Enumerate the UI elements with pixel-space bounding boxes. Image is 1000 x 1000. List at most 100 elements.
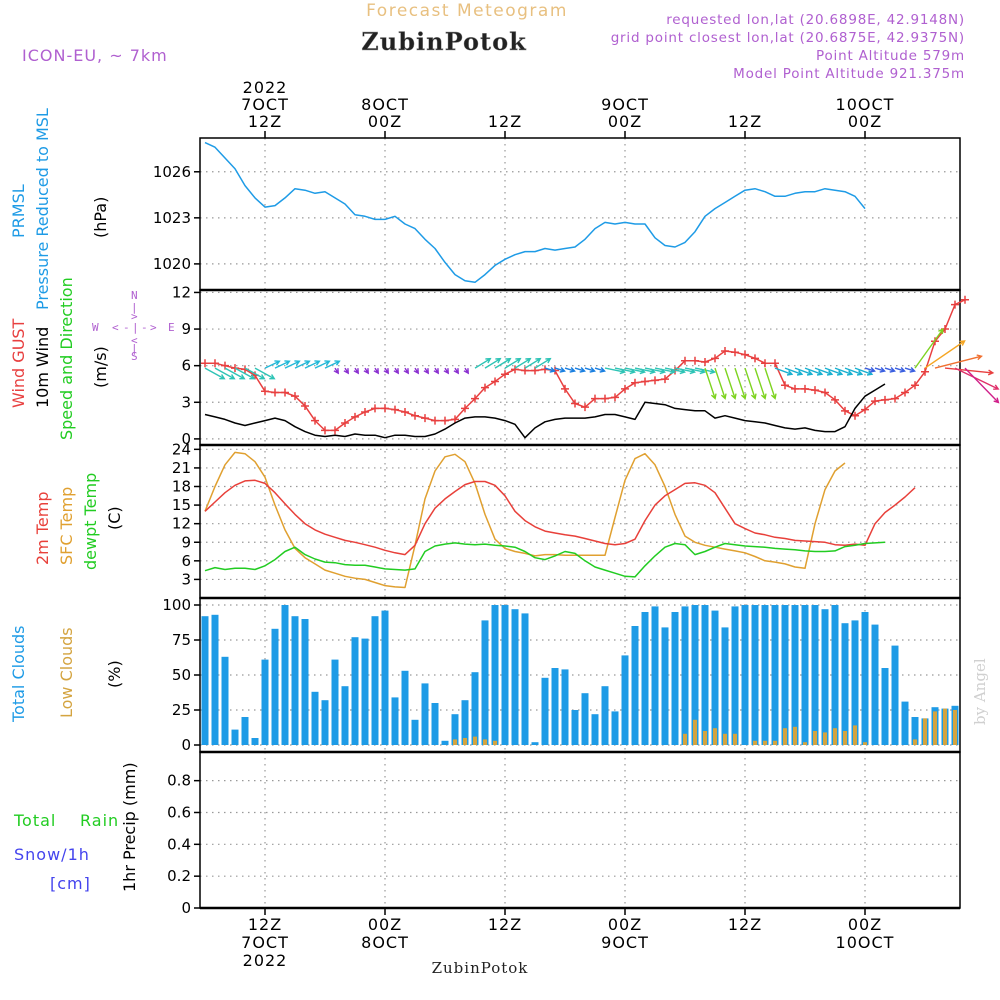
gust-marker — [481, 383, 489, 392]
time-label-bottom: 12Z — [728, 915, 762, 934]
gust-marker — [831, 395, 839, 404]
wind-arrow — [834, 367, 854, 376]
low-cloud-bar — [773, 740, 777, 745]
wind-arrow — [874, 367, 886, 373]
wind-arrow — [574, 367, 586, 373]
low-cloud-bar — [843, 731, 847, 745]
wind-arrow — [383, 367, 389, 375]
wind-arrow — [924, 340, 966, 369]
time-label-top: 10OCT — [836, 95, 895, 114]
total-cloud-bar — [441, 740, 449, 745]
wind-arrow — [463, 367, 469, 375]
wind-arrow — [554, 367, 566, 373]
gust-marker — [701, 358, 709, 367]
gust-label: Wind GUST — [9, 318, 28, 408]
model-name: ICON-EU, ~ 7km — [22, 46, 168, 65]
wind-labels: Wind GUST 10m Wind Speed and Direction (… — [9, 277, 110, 440]
wind-arrow — [824, 367, 844, 376]
gust-marker — [431, 416, 439, 425]
time-label-bottom: 7OCT — [241, 933, 289, 952]
gust-marker — [951, 300, 959, 309]
gust-marker — [601, 394, 609, 403]
wind-arrow — [284, 360, 301, 369]
total-cloud-bar — [811, 605, 819, 745]
y-tick-label: 1023 — [153, 209, 191, 227]
gust-marker — [301, 401, 309, 410]
wind-arrow — [333, 367, 339, 375]
total-cloud-bar — [871, 624, 879, 745]
wind-arrow — [423, 367, 429, 375]
gust-marker — [781, 381, 789, 390]
wind-arrow — [224, 367, 246, 380]
y-tick-label: 6 — [181, 357, 191, 375]
point-altitude: Point Altitude 579m — [816, 48, 965, 64]
wind-arrow — [954, 367, 1000, 390]
total-cloud-bar — [481, 620, 489, 745]
y-tick-label: 0 — [181, 430, 191, 448]
y-tick-label: 9 — [181, 320, 191, 338]
gust-marker — [391, 405, 399, 414]
total-cloud-bar — [761, 605, 769, 745]
total-cloud-bar — [781, 605, 789, 745]
compass-w: W — [92, 321, 99, 334]
gust-marker — [761, 359, 769, 368]
total-cloud-bar — [341, 686, 349, 745]
wind-arrow — [484, 357, 502, 369]
y-tick-label: 9 — [181, 533, 191, 551]
total-cloud-bar — [661, 627, 669, 745]
total-cloud-bar — [381, 610, 389, 745]
total-cloud-bar — [351, 637, 359, 745]
gust-marker — [441, 416, 449, 425]
total-cloud-bar — [551, 668, 559, 745]
svg-text:<: < — [112, 321, 119, 334]
wind-arrow — [944, 367, 995, 376]
low-cloud-bar — [823, 732, 827, 745]
total-cloud-bar — [501, 605, 509, 745]
low-cloud-bar — [453, 739, 457, 745]
total-cloud-bar — [641, 612, 649, 745]
wind-arrow — [453, 367, 459, 375]
y-tick-label: 100 — [162, 596, 191, 614]
model-altitude: Model Point Altitude 921.375m — [733, 66, 965, 82]
total-cloud-bar — [841, 623, 849, 745]
gust-marker — [291, 392, 299, 401]
dewpt-label: dewpt Temp — [81, 473, 100, 570]
total-cloud-bar — [511, 609, 519, 745]
gust-marker — [751, 354, 759, 363]
low-cloud-bar — [733, 733, 737, 745]
speed-direction-label: Speed and Direction — [57, 277, 76, 440]
time-label-top: 12Z — [248, 112, 282, 131]
gust-marker — [741, 350, 749, 359]
low-cloud-bar — [943, 708, 947, 745]
gust-marker — [771, 359, 779, 368]
y-tick-label: 1020 — [153, 255, 191, 273]
total-cloud-bar — [821, 609, 829, 745]
gust-marker — [511, 365, 519, 374]
gust-marker — [621, 384, 629, 393]
y-tick-label: 0.2 — [167, 867, 191, 885]
low-cloud-bar — [463, 738, 467, 745]
total-cloud-bar — [231, 729, 239, 745]
wind-arrow — [714, 367, 727, 400]
total-clouds-label: Total Clouds — [9, 626, 28, 724]
gust-marker — [861, 405, 869, 414]
dewpoint-line — [204, 541, 886, 578]
wind-arrow — [504, 357, 522, 369]
wind-arrow — [584, 367, 596, 373]
total-cloud-bar — [651, 606, 659, 745]
total-cloud-bar — [401, 670, 409, 745]
cloud-labels: Total Clouds Low Clouds (%) — [9, 626, 124, 724]
low-cloud-bar — [683, 733, 687, 745]
wind-arrow — [433, 367, 439, 375]
compass-s: S — [131, 350, 138, 363]
wind-arrow — [894, 367, 906, 373]
wind-arrow — [314, 360, 331, 369]
total-cloud-bar — [831, 605, 839, 745]
time-label-bottom: 10OCT — [836, 933, 895, 952]
time-label-top: 12Z — [728, 112, 762, 131]
time-label-bottom: 00Z — [368, 915, 402, 934]
low-cloud-bar — [853, 725, 857, 745]
total-cloud-bar — [791, 605, 799, 745]
total-cloud-bar — [451, 714, 459, 745]
gust-marker — [461, 404, 469, 413]
